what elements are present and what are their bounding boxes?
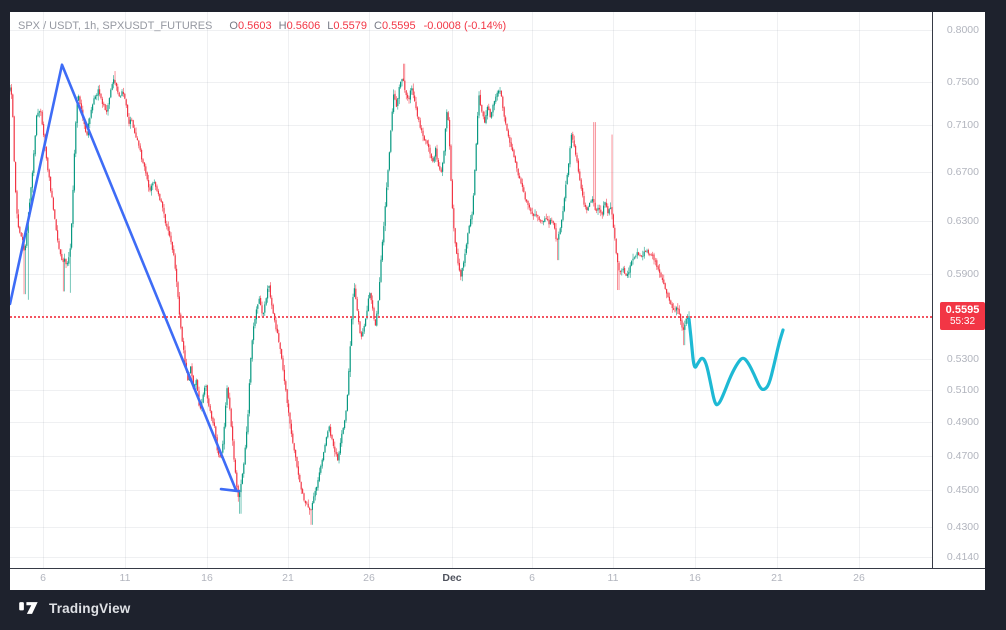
ohlc-values: O0.5603 H0.5606 L0.5579 C0.5595 bbox=[222, 20, 415, 32]
time-tick-label: 11 bbox=[607, 572, 619, 584]
price-tick-label: 0.5900 bbox=[946, 267, 979, 280]
time-tick-label: Dec bbox=[442, 572, 462, 584]
time-tick-label: 16 bbox=[689, 572, 701, 584]
time-axis[interactable]: 6 11 16 21 26 Dec 6 11 16 21 26 bbox=[10, 570, 985, 590]
ohlc-label-O: O bbox=[229, 20, 238, 32]
chart-legend: SPX / USDT, 1h, SPXUSDT_FUTURES O0.5603 H0… bbox=[18, 20, 506, 32]
last-price-line bbox=[10, 316, 932, 319]
time-tick-label: 21 bbox=[771, 572, 783, 584]
ohlc-value-O: 0.5603 bbox=[237, 20, 272, 32]
price-tick-label: 0.7100 bbox=[946, 119, 979, 132]
time-tick-label: 6 bbox=[40, 572, 46, 584]
time-tick-label: 21 bbox=[282, 572, 294, 584]
price-tick-label: 0.5100 bbox=[946, 384, 979, 397]
last-price-value: 0.5595 bbox=[945, 304, 980, 317]
time-tick-label: 16 bbox=[201, 572, 213, 584]
price-tick-label: 0.5300 bbox=[946, 353, 979, 366]
ohlc-value-L: 0.5579 bbox=[333, 20, 367, 32]
change-value: -0.0008 (-0.14%) bbox=[423, 20, 507, 32]
time-tick-label: 26 bbox=[853, 572, 865, 584]
candlestick-chart-canvas[interactable] bbox=[10, 12, 985, 590]
ohlc-value-C: 0.5595 bbox=[381, 20, 416, 32]
ohlc-label-C: C bbox=[374, 20, 382, 32]
price-tick-label: 0.6300 bbox=[946, 215, 979, 228]
bar-countdown: 55:32 bbox=[949, 316, 976, 328]
ohlc-value-H: 0.5606 bbox=[286, 20, 321, 32]
price-tick-label: 0.8000 bbox=[946, 24, 979, 36]
ohlc-label-L: L bbox=[327, 20, 334, 32]
symbol-title[interactable]: SPX / USDT, 1h, SPXUSDT_FUTURES bbox=[18, 20, 213, 32]
footer: TradingView bbox=[18, 596, 130, 620]
price-tick-label: 0.4700 bbox=[946, 449, 979, 462]
tradingview-logo-icon[interactable] bbox=[18, 599, 42, 617]
time-tick-label: 6 bbox=[529, 572, 535, 584]
price-tick-label: 0.4900 bbox=[946, 416, 979, 429]
time-tick-label: 11 bbox=[119, 572, 131, 584]
ohlc-label-H: H bbox=[278, 20, 287, 32]
price-tick-label: 0.4300 bbox=[946, 520, 979, 533]
price-tick-label: 0.4500 bbox=[946, 484, 979, 497]
price-tick-label: 0.4140 bbox=[946, 550, 979, 563]
price-axis[interactable]: 0.8000 0.7500 0.7100 0.6700 0.6300 0.5900 0.53… bbox=[933, 12, 985, 568]
last-price-badge: 0.5595 55:32 bbox=[940, 302, 985, 331]
time-tick-label: 26 bbox=[363, 572, 375, 584]
chart-panel: SPX / USDT, 1h, SPXUSDT_FUTURES O0.5603 H0… bbox=[10, 12, 985, 590]
tradingview-logo-text[interactable]: TradingView bbox=[49, 600, 131, 616]
price-tick-label: 0.6700 bbox=[946, 165, 979, 178]
price-tick-label: 0.7500 bbox=[946, 75, 979, 88]
